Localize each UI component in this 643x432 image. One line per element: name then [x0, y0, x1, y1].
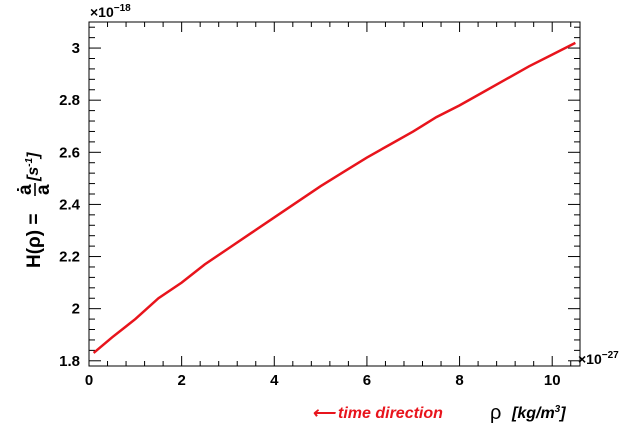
y-tick-label: 1.8 [59, 353, 80, 370]
svg-text:ρ: ρ [490, 402, 501, 424]
x-tick-label: 6 [363, 372, 371, 389]
hubble-curve [92, 41, 576, 354]
svg-text:[kg/m3]: [kg/m3] [511, 404, 566, 422]
y-tick-label: 2.2 [59, 249, 80, 266]
y-tick-label: 2.4 [59, 196, 81, 213]
y-tick-label: 2 [72, 301, 80, 318]
x-tick-label: 0 [85, 372, 93, 389]
svg-text:H(ρ) =: H(ρ) = [24, 213, 45, 268]
left-arrow-icon: ⟵ [312, 405, 336, 422]
y-tick-label: 2.6 [59, 144, 80, 161]
y-axis-label: H(ρ) = ȧ a [s-1] [15, 152, 54, 268]
x-axis-label: ρ [kg/m3] [490, 402, 566, 424]
time-direction-annotation: ⟵ time direction [312, 405, 443, 422]
y-exponent-label: ×10−18 [90, 3, 131, 20]
x-tick-label: 8 [455, 372, 463, 389]
axis-ticks [88, 22, 580, 366]
x-tick-label: 4 [270, 372, 279, 389]
plot-frame [88, 21, 581, 367]
y-tick-label: 2.8 [59, 92, 80, 109]
y-tick-label: 3 [72, 40, 80, 57]
x-tick-label: 2 [177, 372, 185, 389]
svg-text:ȧ: ȧ [15, 184, 36, 195]
time-direction-label: time direction [338, 405, 443, 422]
x-exponent-label: ×10−27 [578, 350, 619, 367]
svg-text:a: a [33, 184, 54, 195]
x-tick-label: 10 [544, 372, 561, 389]
svg-text:[s-1]: [s-1] [24, 152, 42, 182]
axis-tick-labels: 0 2 4 6 8 10 1.8 2 2.2 2.4 2.6 2.8 3 [59, 40, 560, 389]
